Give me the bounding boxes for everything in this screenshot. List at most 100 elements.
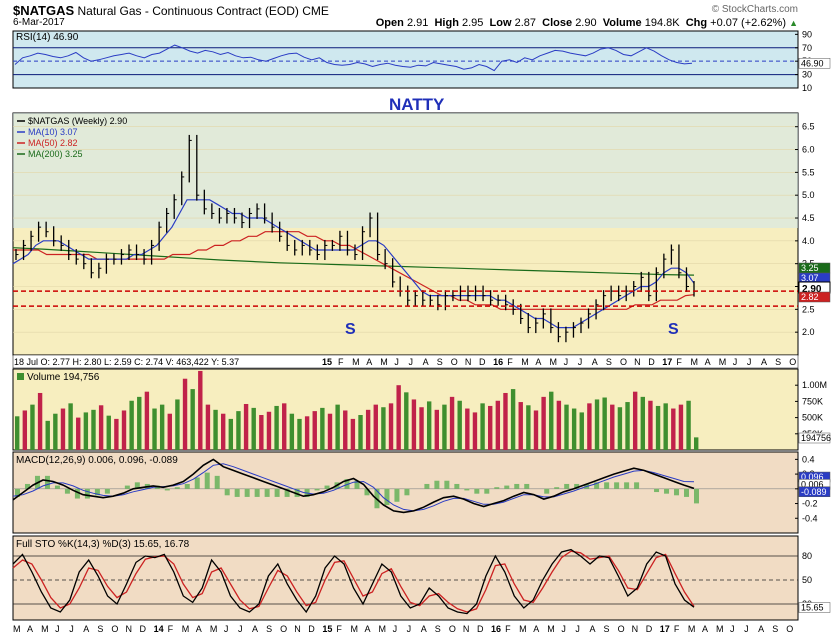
volume-bar <box>152 408 157 450</box>
macd-histogram-bar <box>484 488 490 494</box>
volume-bar <box>426 401 432 450</box>
volume-bar <box>671 408 676 450</box>
bottom-x-tick-label: O <box>786 624 793 634</box>
volume-bar <box>327 413 333 450</box>
macd-histogram-bar <box>284 488 290 497</box>
macd-signal-line <box>12 463 695 512</box>
x-tick-label: J <box>747 357 752 367</box>
volume-bar <box>419 407 424 450</box>
bottom-x-tick-label: N <box>125 624 132 634</box>
macd-histogram-bar <box>134 482 140 489</box>
bottom-x-tick-label: A <box>196 624 202 634</box>
macd-histogram-bar <box>244 488 250 497</box>
exchange: CME <box>302 4 329 18</box>
volume-bar <box>53 413 58 450</box>
volume-bar <box>610 404 615 450</box>
price-axis-tick-label: 5.5 <box>802 167 815 177</box>
x-tick-label: 15 <box>322 357 332 367</box>
brand-credit[interactable]: © StockCharts.com <box>711 4 798 15</box>
volume-bar <box>694 437 699 450</box>
high-label: High <box>434 17 459 29</box>
rsi-last-value: 46.90 <box>801 58 824 68</box>
bottom-x-tick-label: S <box>266 624 272 634</box>
volume-bar <box>259 415 264 450</box>
volume-bar <box>579 412 584 450</box>
macd-histogram-bar <box>94 488 100 496</box>
macd-histogram-bar <box>164 488 170 491</box>
volume-bar <box>381 407 386 450</box>
volume-bar <box>594 399 600 450</box>
x-tick-label: A <box>705 357 711 367</box>
macd-histogram-bar <box>254 488 260 497</box>
bottom-x-tick-label: M <box>688 624 696 634</box>
natty-annotation: NATTY <box>389 95 445 114</box>
macd-axis-tick-label: 0.4 <box>802 454 815 464</box>
volume-bar <box>411 399 417 450</box>
volume-bar <box>76 417 81 450</box>
volume-bar <box>449 396 455 450</box>
bottom-x-tick-label: O <box>111 624 118 634</box>
volume-bar <box>312 411 317 450</box>
volume-bar <box>30 404 35 450</box>
macd-histogram-bar <box>174 487 180 489</box>
macd-histogram-bar <box>564 483 570 489</box>
macd-histogram-bar <box>474 488 480 494</box>
bottom-x-tick-label: O <box>618 624 625 634</box>
volume-bar <box>617 407 623 450</box>
rsi-axis-tick-label: 30 <box>802 70 812 80</box>
macd-histogram-bar <box>15 488 20 497</box>
price-axis-tick-label: 6.5 <box>802 122 815 132</box>
bottom-x-tick-label: D <box>308 624 315 634</box>
sto-last-value-box <box>798 602 831 613</box>
volume-bar <box>68 403 73 450</box>
volume-tick-label: 750K <box>802 396 823 406</box>
right-shoulder-annotation: S <box>668 321 679 338</box>
volume-bar <box>304 416 310 450</box>
chart-title: $NATGAS Natural Gas - Continuous Contrac… <box>13 3 329 18</box>
volume-bar <box>358 415 363 450</box>
bottom-x-tick-label: M <box>41 624 49 634</box>
macd-line <box>12 458 695 514</box>
macd-histogram-bar <box>694 488 699 504</box>
x-tick-label: M <box>352 357 360 367</box>
ohlc-readout: Open 2.91 High 2.95 Low 2.87 Close 2.90 … <box>376 17 798 29</box>
bottom-x-tick-label: J <box>393 624 398 634</box>
macd-histogram-bar <box>634 482 640 489</box>
macd-histogram-bar <box>524 483 530 489</box>
macd-histogram-bar <box>264 488 270 497</box>
bottom-x-tick-label: A <box>702 624 708 634</box>
macd-histogram-bar <box>364 488 370 496</box>
macd-histogram-bar <box>434 480 440 489</box>
volume-bar <box>274 405 279 450</box>
x-tick-label: J <box>409 357 414 367</box>
macd-histogram-bar <box>324 485 330 489</box>
bottom-x-tick-label: M <box>379 624 387 634</box>
macd-histogram-bar <box>574 483 580 489</box>
macd-histogram-bar <box>184 483 190 489</box>
volume-bar <box>488 405 493 450</box>
x-tick-label: A <box>366 357 372 367</box>
macd-histogram-bar <box>274 488 280 497</box>
volume-bar <box>213 409 218 450</box>
sto-k-line <box>12 548 695 615</box>
volume-bar <box>404 392 409 450</box>
volume-bar <box>526 405 531 450</box>
bottom-x-tick-label: D <box>646 624 653 634</box>
volume-bar <box>297 418 302 450</box>
macd-histogram-bar <box>24 483 30 489</box>
sto-label: Full STO %K(14,3) %D(3) 15.65, 16.78 <box>16 539 190 550</box>
x-tick-label: F <box>338 357 344 367</box>
volume-bar <box>503 392 508 450</box>
macd-histogram-bar <box>664 488 670 494</box>
macd-histogram-bar <box>344 479 350 489</box>
low-label: Low <box>489 17 512 29</box>
x-tick-label: D <box>479 357 486 367</box>
volume-bar <box>510 389 516 450</box>
bottom-x-tick-label: J <box>730 624 735 634</box>
left-shoulder-annotation: S <box>345 321 356 338</box>
x-tick-label: N <box>465 357 472 367</box>
ma-right-label: 3.25 <box>801 263 819 273</box>
bottom-x-tick-label: S <box>97 624 103 634</box>
legend-entry: MA(50) 2.82 <box>28 138 78 148</box>
macd-histogram-bar <box>614 482 620 489</box>
